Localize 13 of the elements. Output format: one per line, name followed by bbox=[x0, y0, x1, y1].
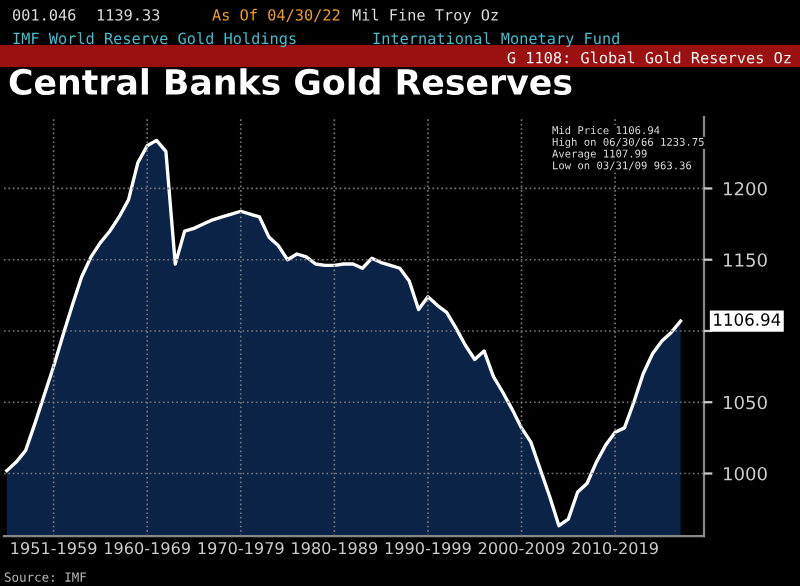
text: 1106.94 bbox=[714, 313, 781, 326]
x-tick-label: 1990-1999 bbox=[385, 542, 471, 555]
x-tick-label: 1951-1959 bbox=[11, 542, 97, 555]
x-tick-label: 1970-1979 bbox=[198, 542, 284, 555]
y-tick-label: 1050 bbox=[724, 395, 767, 410]
x-tick-label: 2000-2009 bbox=[478, 542, 565, 555]
chart-title: Central Banks Gold Reserves bbox=[9, 68, 572, 96]
y-tick-label: 1200 bbox=[724, 181, 767, 196]
y-tick-label: 1000 bbox=[724, 466, 767, 481]
x-tick-label: 2010-2019 bbox=[572, 542, 658, 555]
y-tick-label: 1150 bbox=[724, 253, 767, 267]
x-tick-label: 1960-1969 bbox=[105, 542, 190, 555]
x-tick-label: 1980-1989 bbox=[292, 542, 378, 555]
